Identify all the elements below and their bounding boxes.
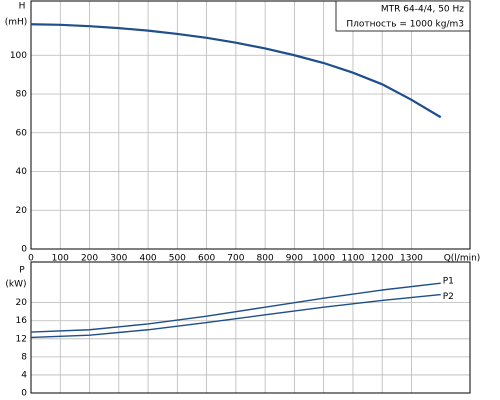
plot-area: [31, 262, 470, 393]
x-tick-label: 100: [52, 254, 69, 264]
y-tick-label: 60: [16, 128, 28, 138]
y-tick-label: 20: [16, 298, 28, 308]
x-tick-label: 1000: [312, 254, 335, 264]
x-axis-label: Q(l/min): [444, 254, 481, 264]
info-text: MTR 64-4/4, 50 Hz: [381, 5, 464, 15]
x-tick-label: 300: [110, 254, 127, 264]
x-tick-label: 0: [28, 254, 34, 264]
y-tick-label: 40: [16, 167, 28, 177]
y-tick-label: 0: [21, 245, 27, 255]
x-tick-label: 400: [139, 254, 156, 264]
curve: [30, 293, 441, 339]
y-label: H: [19, 2, 26, 12]
x-tick-label: 1200: [371, 254, 394, 264]
y-tick-label: 100: [10, 51, 27, 61]
y-unit: (kW): [5, 280, 26, 290]
plot-frame: [30, 261, 471, 394]
x-tick-label: 600: [198, 254, 215, 264]
info-text: Плотность = 1000 kg/m3: [346, 20, 464, 30]
x-tick-label: 500: [169, 254, 186, 264]
x-tick-label: 1300: [400, 254, 423, 264]
y-unit: (mH): [5, 18, 28, 28]
y-tick-label: 20: [16, 206, 28, 216]
y-tick-label: 16: [16, 316, 28, 326]
plot-frame: [30, 0, 471, 250]
curve: [30, 282, 441, 333]
x-tick-label: 200: [81, 254, 98, 264]
plot-area: [31, 1, 470, 249]
y-tick-label: 4: [21, 370, 27, 380]
y-tick-label: 0: [21, 389, 27, 399]
curve-label: P1: [443, 277, 454, 287]
x-tick-label: 700: [227, 254, 244, 264]
curve: [30, 23, 442, 119]
y-tick-label: 80: [16, 90, 28, 100]
curve-label: P2: [443, 292, 454, 302]
y-label: P: [19, 266, 25, 276]
x-tick-label: 1100: [341, 254, 364, 264]
x-tick-label: 800: [257, 254, 274, 264]
info-box: [335, 0, 471, 32]
y-tick-label: 12: [16, 334, 27, 344]
y-tick-label: 8: [21, 352, 27, 362]
x-tick-label: 900: [286, 254, 303, 264]
